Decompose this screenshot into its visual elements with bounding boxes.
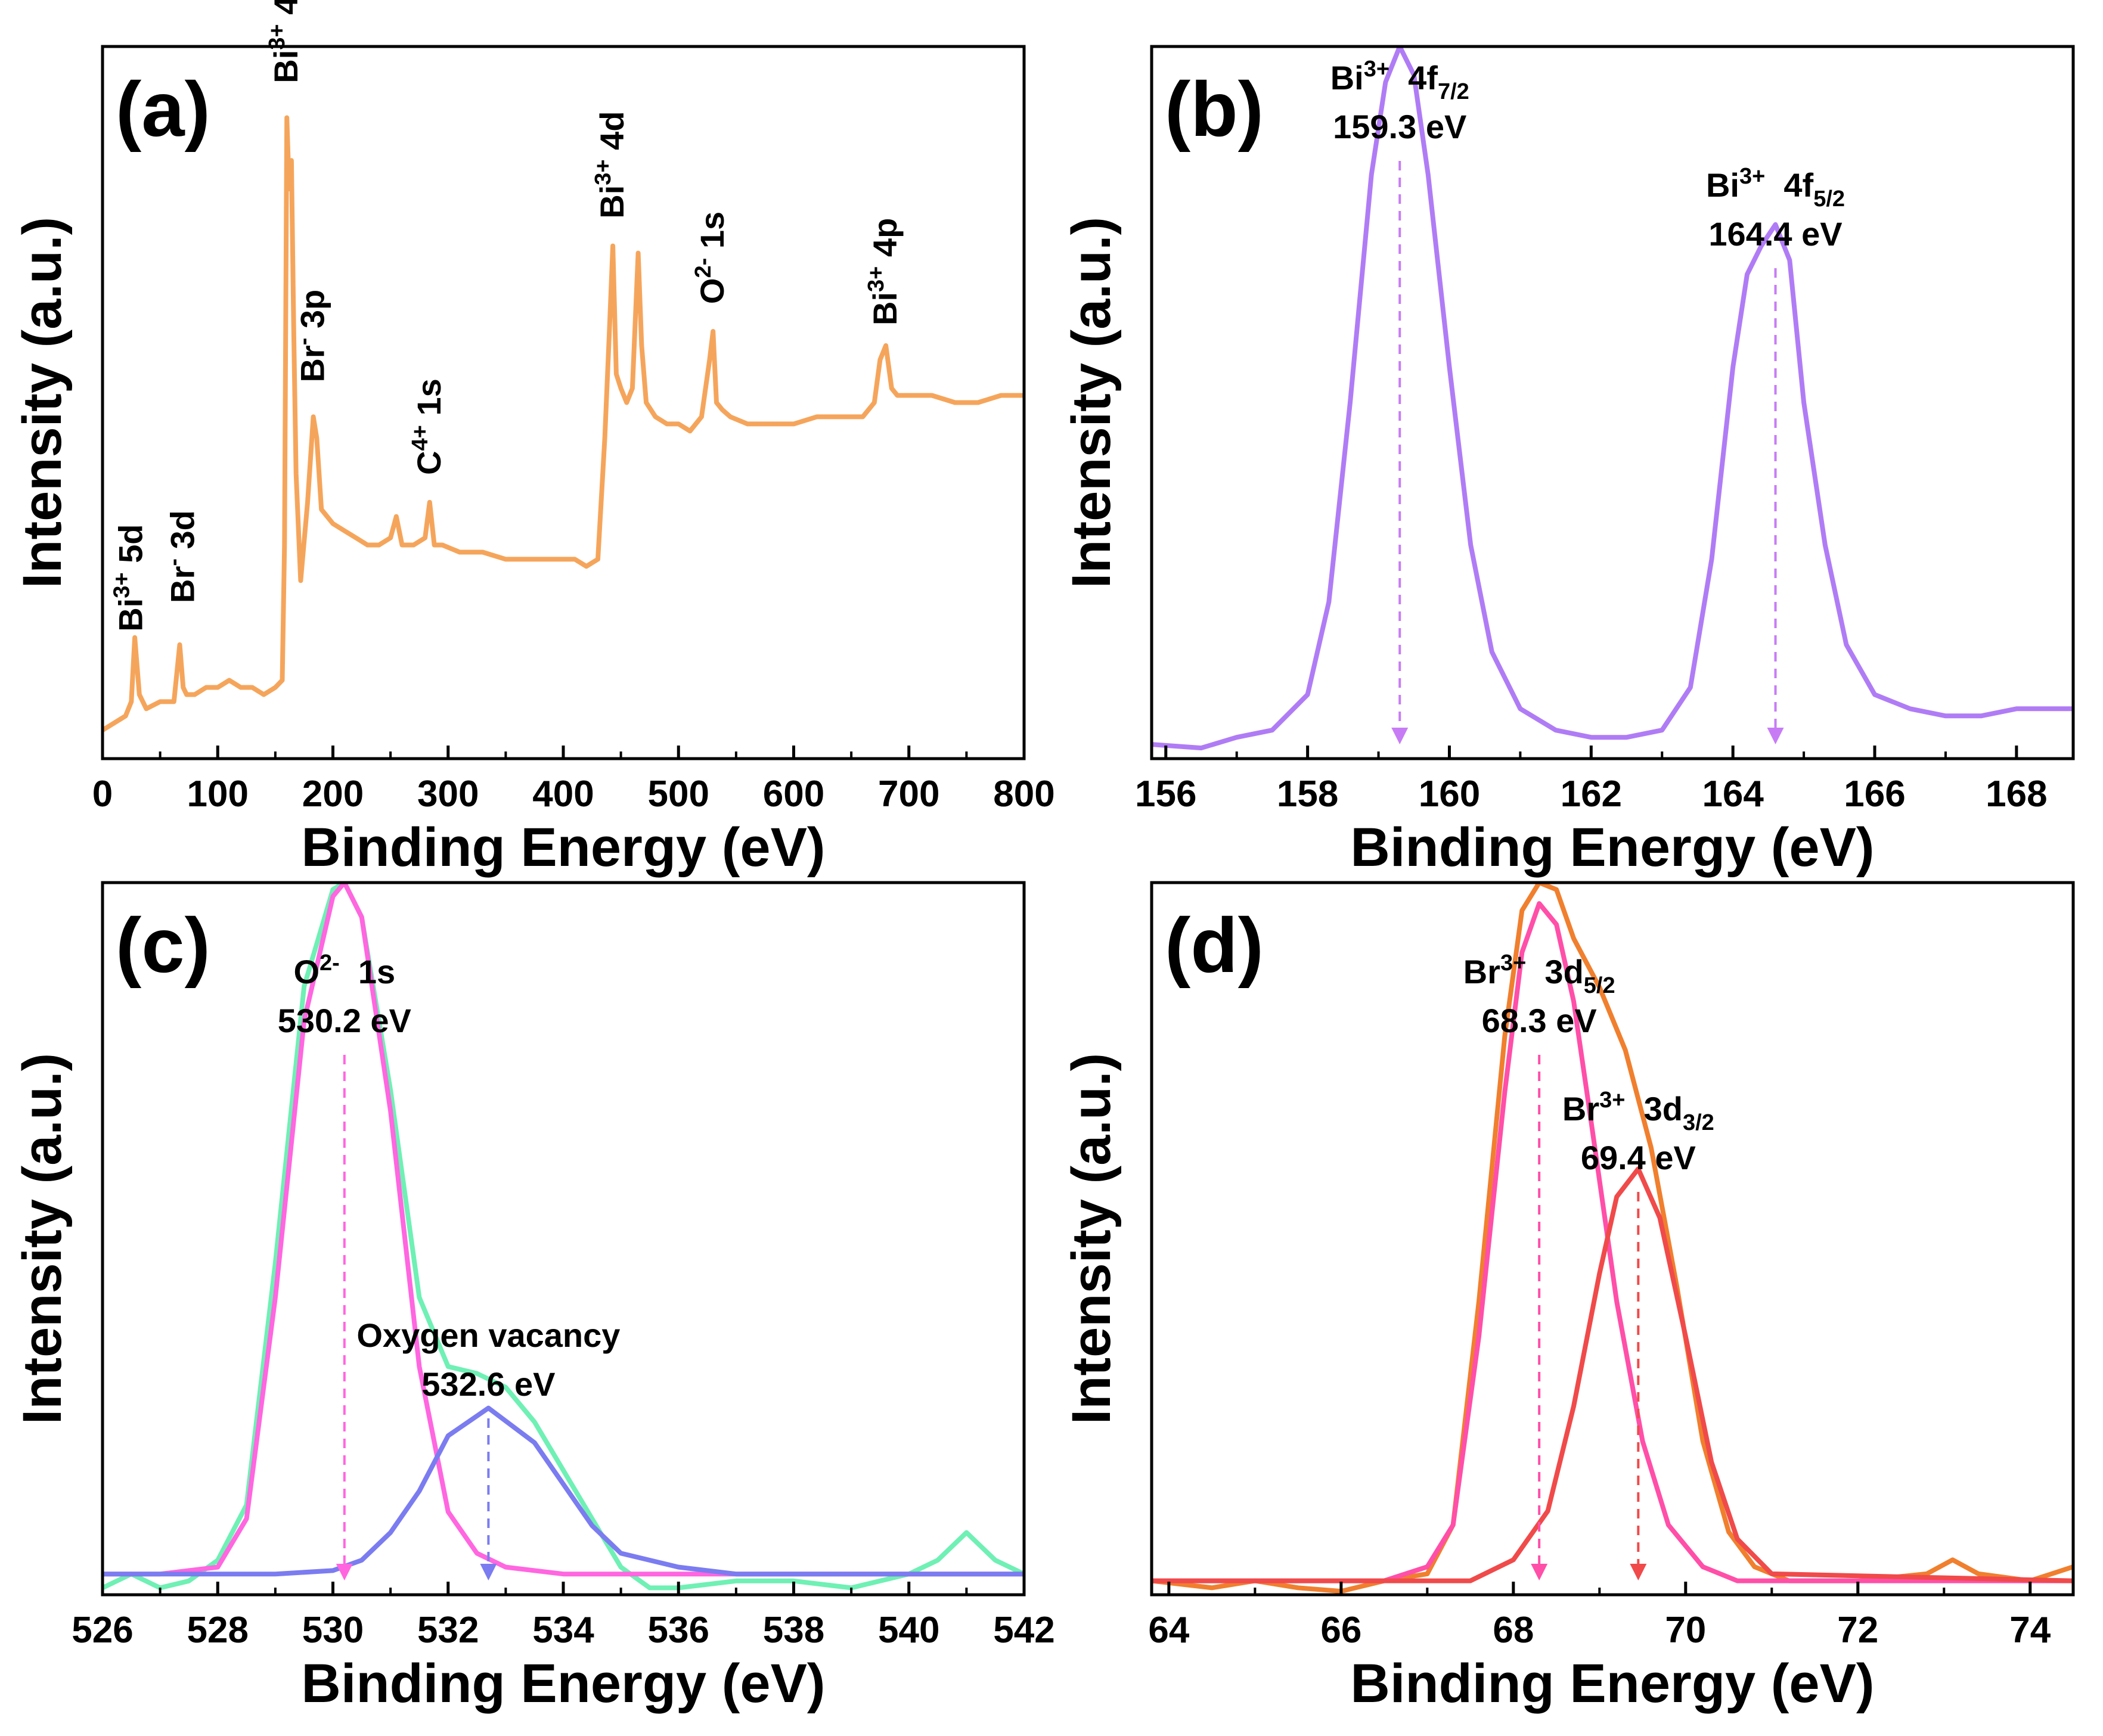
x-tick-label-d-0: 64 [1148,1610,1189,1651]
peak-annotation-3: Br- 3p [291,290,331,383]
x-tick-label-b-2: 160 [1419,774,1480,815]
peak-energy-c-0: 530.2 eV [278,1002,411,1039]
panel-label-a: (a) [116,66,210,153]
y-axis-title-a: Intensity (a.u.) [12,217,73,589]
series-line-c-1 [103,883,1024,1577]
x-tick-label-c-2: 530 [302,1610,364,1651]
peak-annotation-7: Bi3+ 4p [864,218,904,325]
peak-annotation-2: Bi3+ 4f [265,0,305,83]
y-axis-title-b: Intensity (a.u.) [1061,217,1122,589]
x-axis-title-d: Binding Energy (eV) [1350,1653,1874,1714]
peak-annotation-6: O2- 1s [691,212,731,304]
guide-arrow-d-1 [1630,1564,1647,1580]
plot-frame-d [1150,881,2075,1597]
x-axis-title-a: Binding Energy (eV) [301,817,825,878]
x-tick-label-b-5: 166 [1844,774,1905,815]
peak-annotation-1: Br- 3d [161,510,201,603]
x-tick-label-c-5: 536 [648,1610,709,1651]
panel-label-c: (c) [116,902,210,989]
x-axis-title-b: Binding Energy (eV) [1350,817,1874,878]
x-tick-label-b-4: 164 [1702,774,1764,815]
guide-arrow-c-0 [336,1564,353,1580]
peak-energy-c-1: 532.6 eV [421,1365,555,1403]
peak-energy-b-0: 159.3 eV [1333,108,1466,145]
x-tick-label-c-0: 526 [72,1610,133,1651]
x-tick-label-c-6: 538 [763,1610,824,1651]
x-tick-label-a-1: 100 [187,774,249,815]
series-line-d-1 [1152,901,2073,1583]
peak-annotation-4: C4+ 1s [408,378,448,475]
x-tick-label-b-0: 156 [1135,774,1196,815]
x-tick-label-b-3: 162 [1561,774,1622,815]
panel-a: Bi3+ 5d Br- 3d Bi3+ 4f Br- 3p C4+ 1s Bi3+ 4d O… [12,0,1055,878]
x-tick-label-a-6: 600 [763,774,824,815]
x-tick-label-c-7: 540 [878,1610,939,1651]
guide-arrow-b-1 [1767,728,1784,744]
panel-label-b: (b) [1165,66,1264,153]
peak-energy-d-0: 68.3 eV [1482,1002,1597,1039]
guide-arrow-c-1 [480,1564,497,1580]
peak-label-b-1: Bi3+ 4f5/2 [1706,164,1845,212]
x-tick-label-a-0: 0 [92,774,113,815]
series-line-b-0 [1152,46,2073,751]
peak-label-c-1: Oxygen vacancy [356,1316,620,1354]
peak-energy-b-1: 164.4 eV [1708,215,1842,253]
x-tick-label-c-8: 542 [993,1610,1054,1651]
x-tick-label-b-6: 168 [1986,774,2047,815]
x-tick-label-d-1: 66 [1320,1610,1361,1651]
x-tick-label-c-3: 532 [417,1610,479,1651]
x-tick-label-d-5: 74 [2009,1610,2051,1651]
series-line-d-2 [1152,1166,2073,1583]
guide-arrow-d-0 [1531,1564,1548,1580]
x-tick-label-d-2: 68 [1493,1610,1534,1651]
plot-frame-a [101,45,1026,760]
x-tick-label-d-4: 72 [1837,1610,1878,1651]
series-line-a-0 [103,115,1024,733]
peak-label-d-1: Br3+ 3d3/2 [1562,1088,1714,1135]
series-line-c-0 [103,883,1024,1591]
x-tick-label-a-2: 200 [302,774,364,815]
x-tick-label-a-4: 400 [532,774,594,815]
panel-d: Br3+ 3d5/2 68.3 eV Br3+ 3d3/2 69.4 eV 64 66 68… [1061,881,2075,1714]
x-tick-label-a-3: 300 [417,774,479,815]
peak-energy-d-1: 69.4 eV [1581,1139,1696,1176]
x-tick-label-a-8: 800 [993,774,1054,815]
panel-c: O2- 1s 530.2 eV Oxygen vacancy 532.6 eV 526 5… [12,881,1055,1714]
x-tick-label-a-5: 500 [648,774,709,815]
peak-label-c-0: O2- 1s [293,951,395,990]
x-tick-label-b-1: 158 [1277,774,1338,815]
x-axis-title-c: Binding Energy (eV) [301,1653,825,1714]
guide-arrow-b-0 [1391,728,1409,744]
x-tick-label-d-3: 70 [1665,1610,1706,1651]
x-tick-label-c-4: 534 [532,1610,594,1651]
panel-label-d: (d) [1165,902,1264,989]
x-tick-label-a-7: 700 [878,774,939,815]
plot-frame-b [1150,45,2075,760]
y-axis-title-d: Intensity (a.u.) [1061,1053,1122,1425]
series-line-c-2 [103,1405,1024,1577]
peak-label-d-0: Br3+ 3d5/2 [1463,951,1615,998]
peak-label-b-0: Bi3+ 4f7/2 [1330,57,1469,104]
y-axis-title-c: Intensity (a.u.) [12,1053,73,1425]
peak-annotation-5: Bi3+ 4d [591,111,631,218]
peak-annotation-0: Bi3+ 5d [109,524,149,632]
x-tick-label-c-1: 528 [187,1610,249,1651]
